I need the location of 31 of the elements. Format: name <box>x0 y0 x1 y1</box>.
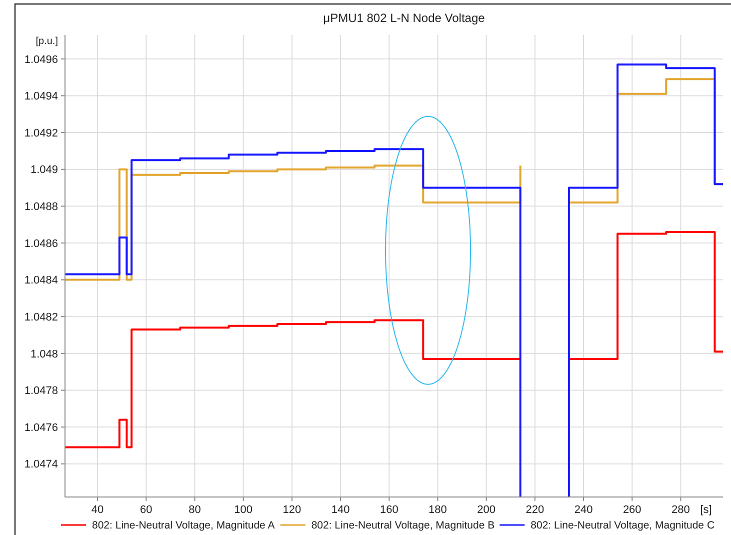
x-tick-label: 140 <box>331 504 350 516</box>
chart-title: μPMU1 802 L-N Node Voltage <box>323 11 486 25</box>
y-tick-label: 1.0492 <box>24 127 58 140</box>
x-tick-label: 100 <box>234 504 253 516</box>
x-tick-label: 40 <box>91 504 104 516</box>
x-tick-label: 160 <box>380 504 398 516</box>
y-tick-label: 1.0496 <box>24 54 58 66</box>
x-tick-label: 280 <box>672 504 690 516</box>
x-tick-label: 180 <box>428 504 447 516</box>
x-tick-label: 220 <box>526 504 544 516</box>
y-tick-label: 1.0494 <box>24 90 58 103</box>
y-tick-label: 1.0474 <box>24 458 58 471</box>
x-tick-label: 240 <box>574 504 593 516</box>
x-tick-label: 60 <box>140 504 152 516</box>
x-axis-title: [s] <box>700 504 712 516</box>
y-tick-label: 1.0488 <box>24 201 58 214</box>
y-tick-label: 1.0476 <box>24 422 58 434</box>
y-tick-label: 1.0484 <box>24 274 58 287</box>
y-tick-label: 1.0478 <box>24 385 58 398</box>
y-tick-label: 1.049 <box>30 164 58 176</box>
y-tick-label: 1.0482 <box>24 311 58 324</box>
x-tick-label: 120 <box>282 504 302 516</box>
legend-label: 802: Line-Neutral Voltage, Magnitude C <box>530 520 715 532</box>
x-tick-label: 200 <box>477 504 496 516</box>
y-axis-title: [p.u.] <box>36 36 58 47</box>
x-tick-label: 80 <box>188 504 201 516</box>
x-tick-label: 260 <box>622 504 642 516</box>
y-tick-label: 1.0486 <box>24 238 58 250</box>
y-tick-label: 1.048 <box>30 348 58 360</box>
legend-label: 802: Line-Neutral Voltage, Magnitude A <box>92 520 275 532</box>
legend-label: 802: Line-Neutral Voltage, Magnitude B <box>311 520 495 532</box>
